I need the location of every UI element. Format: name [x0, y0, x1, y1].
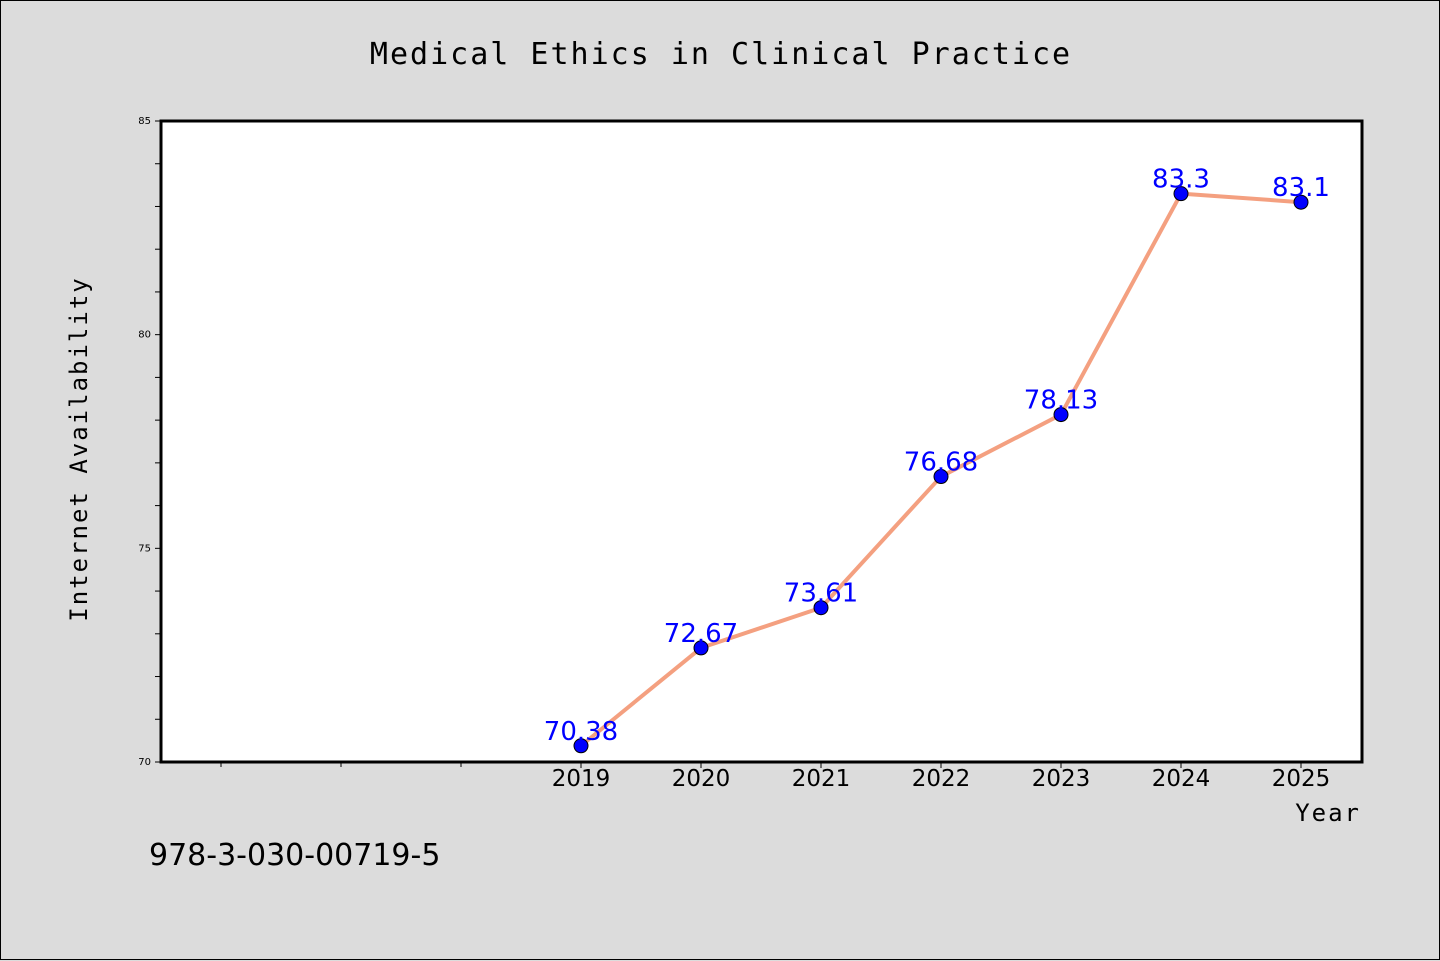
data-point	[813, 600, 829, 616]
data-label: 70.38	[544, 717, 618, 747]
data-label: 72.67	[664, 619, 738, 649]
plot-area	[159, 119, 1364, 764]
data-point	[1293, 194, 1309, 210]
x-tick-label: 2021	[792, 766, 851, 792]
x-axis-label: Year	[1295, 799, 1361, 827]
data-labels: 70.38 72.67 73.61 76.68 78.13 83.3 83.1	[544, 165, 1330, 747]
data-label: 83.3	[1152, 165, 1210, 195]
x-tick-label: 2022	[912, 766, 971, 792]
y-tick-label: 75	[138, 543, 151, 554]
x-tick-label: 2019	[552, 766, 611, 792]
y-tick-label: 85	[138, 116, 151, 127]
data-label: 83.1	[1272, 173, 1330, 203]
y-tick-label: 80	[138, 330, 151, 341]
y-axis: 70 75 80 85	[138, 116, 161, 768]
data-label: 76.68	[904, 448, 978, 478]
data-label: 73.61	[784, 579, 858, 609]
y-axis-label: Internet Availability	[65, 276, 93, 621]
data-label: 78.13	[1024, 386, 1098, 416]
data-points	[573, 186, 1309, 754]
x-tick-label: 2023	[1032, 766, 1091, 792]
x-tick-label: 2025	[1272, 766, 1331, 792]
data-point	[573, 738, 589, 754]
x-tick-label: 2020	[672, 766, 731, 792]
x-axis: 2019 2020 2021 2022 2023 2024 2025	[220, 761, 1331, 792]
chart-title: Medical Ethics in Clinical Practice	[370, 37, 1072, 72]
x-tick-label: 2024	[1152, 766, 1211, 792]
data-point	[1053, 407, 1069, 423]
y-tick-label: 70	[138, 757, 151, 768]
isbn-text: 978-3-030-00719-5	[149, 838, 440, 873]
data-point	[693, 640, 709, 656]
data-point	[1173, 186, 1189, 202]
data-point	[933, 469, 949, 485]
